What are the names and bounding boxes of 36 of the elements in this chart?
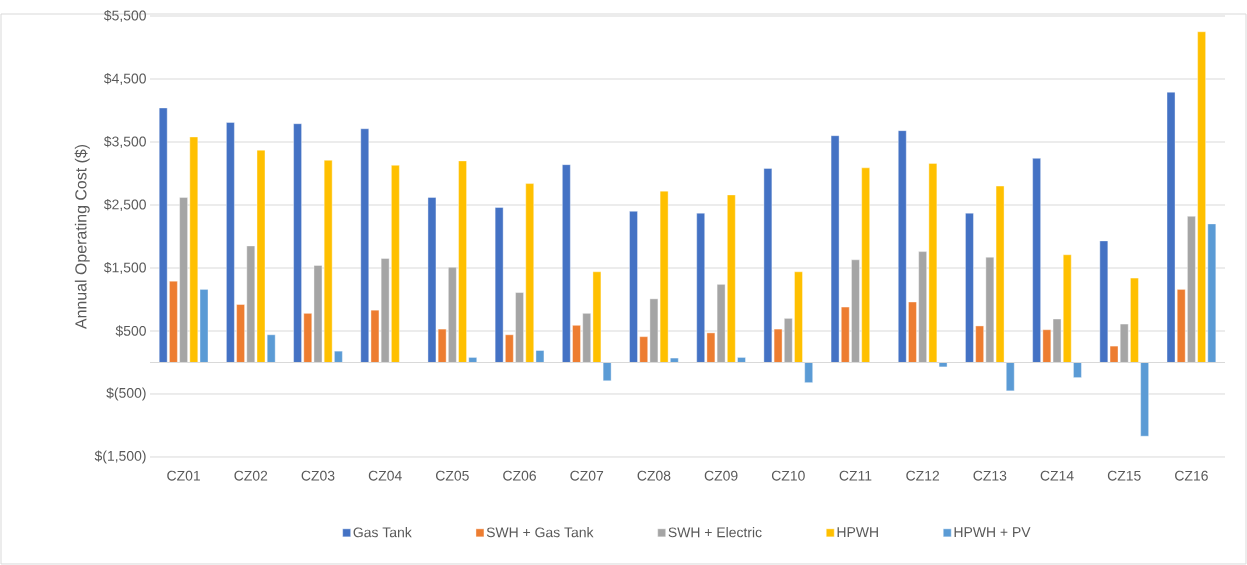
bar bbox=[1073, 362, 1082, 378]
x-tick-label: CZ06 bbox=[503, 470, 536, 481]
y-tick-label: $500 bbox=[115, 325, 146, 337]
x-tick-label: CZ10 bbox=[771, 470, 805, 481]
x-tick-label: CZ04 bbox=[368, 470, 402, 481]
x-tick-label: CZ02 bbox=[234, 470, 268, 481]
legend-label: Gas Tank bbox=[353, 527, 412, 538]
legend-label: HPWH bbox=[837, 527, 878, 537]
legend-label: SWH + Electric bbox=[668, 527, 762, 538]
x-tick-label: CZ08 bbox=[637, 470, 671, 481]
y-tick-label: $4,500 bbox=[103, 72, 146, 86]
x-tick-label: CZ07 bbox=[570, 470, 604, 481]
x-tick-label: CZ11 bbox=[839, 470, 872, 481]
x-tick-label: CZ15 bbox=[1107, 470, 1141, 481]
bar bbox=[804, 362, 813, 383]
y-axis-title: Annual Operating Cost ($) bbox=[74, 144, 90, 330]
y-tick-label: $2,500 bbox=[103, 198, 146, 212]
legend-label: HPWH + PV bbox=[954, 527, 1031, 537]
y-tick-label: $1,500 bbox=[103, 261, 146, 275]
bar bbox=[1140, 362, 1149, 437]
x-tick-label: CZ05 bbox=[436, 470, 469, 481]
bar bbox=[602, 362, 612, 381]
y-tick-label: $5,500 bbox=[103, 9, 146, 23]
x-tick-label: CZ16 bbox=[1175, 470, 1208, 481]
y-tick-label: $(1,500) bbox=[94, 450, 146, 464]
x-tick-label: CZ01 bbox=[167, 470, 200, 481]
x-tick-label: CZ12 bbox=[906, 470, 940, 481]
y-tick-label: $3,500 bbox=[103, 135, 146, 149]
x-tick-label: CZ13 bbox=[973, 470, 1007, 481]
bar bbox=[938, 362, 948, 368]
x-tick-label: CZ09 bbox=[704, 470, 738, 481]
y-tick-label: $(500) bbox=[106, 387, 146, 401]
bar bbox=[1006, 362, 1015, 392]
x-tick-label: CZ14 bbox=[1040, 470, 1074, 481]
legend-label: SWH + Gas Tank bbox=[486, 527, 594, 538]
x-tick-label: CZ03 bbox=[301, 470, 335, 481]
